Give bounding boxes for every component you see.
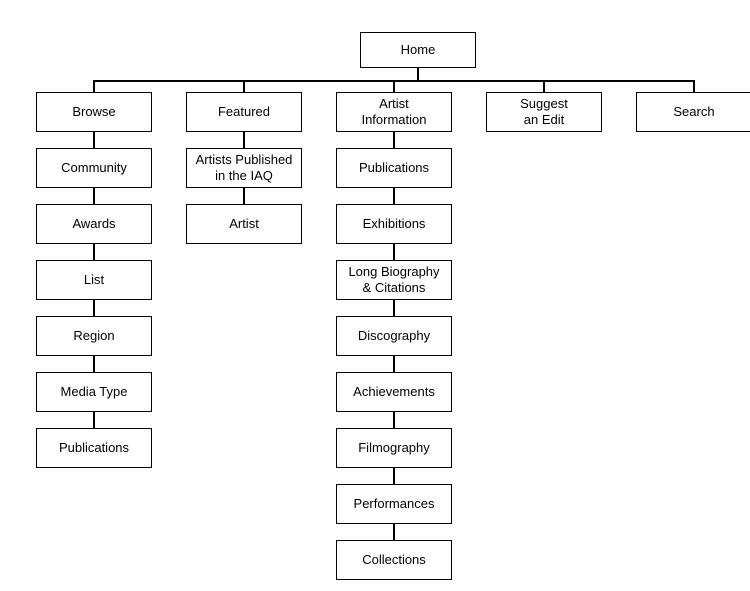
node-label: Exhibitions [363, 216, 426, 232]
connector [393, 244, 395, 260]
node-label: Region [73, 328, 114, 344]
sitemap-diagram: Home Browse Community Awards List Region Media… [0, 0, 750, 591]
node-ai-publications: Publications [336, 148, 452, 188]
node-exhibitions: Exhibitions [336, 204, 452, 244]
connector [93, 244, 95, 260]
connector [243, 80, 245, 92]
node-artist-information: Artist Information [336, 92, 452, 132]
node-artist: Artist [186, 204, 302, 244]
connector [393, 412, 395, 428]
connector [393, 132, 395, 148]
node-label: Home [401, 42, 436, 58]
connector [93, 300, 95, 316]
node-performances: Performances [336, 484, 452, 524]
node-community: Community [36, 148, 152, 188]
connector [93, 412, 95, 428]
node-label: Community [61, 160, 127, 176]
node-browse: Browse [36, 92, 152, 132]
node-label: Featured [218, 104, 270, 120]
connector [393, 524, 395, 540]
node-media-type: Media Type [36, 372, 152, 412]
node-label: Search [673, 104, 714, 120]
node-label: Publications [59, 440, 129, 456]
connector [543, 80, 545, 92]
connector [393, 300, 395, 316]
node-label: Suggest an Edit [520, 96, 568, 129]
node-label: Artist Information [361, 96, 426, 129]
node-filmography: Filmography [336, 428, 452, 468]
node-label: Artists Published in the IAQ [196, 152, 293, 185]
node-achievements: Achievements [336, 372, 452, 412]
node-label: Collections [362, 552, 426, 568]
connector [93, 80, 95, 92]
node-discography: Discography [336, 316, 452, 356]
connector [243, 132, 245, 148]
connector [93, 132, 95, 148]
connector [417, 68, 419, 80]
node-home: Home [360, 32, 476, 68]
node-featured: Featured [186, 92, 302, 132]
node-label: Media Type [61, 384, 128, 400]
node-label: List [84, 272, 104, 288]
node-label: Discography [358, 328, 430, 344]
node-artists-iaq: Artists Published in the IAQ [186, 148, 302, 188]
node-label: Filmography [358, 440, 430, 456]
node-long-bio: Long Biography & Citations [336, 260, 452, 300]
connector [393, 356, 395, 372]
node-list: List [36, 260, 152, 300]
connector [393, 188, 395, 204]
connector [393, 80, 395, 92]
node-publications: Publications [36, 428, 152, 468]
node-awards: Awards [36, 204, 152, 244]
node-region: Region [36, 316, 152, 356]
node-label: Artist [229, 216, 259, 232]
node-label: Publications [359, 160, 429, 176]
connector [693, 80, 695, 92]
node-label: Achievements [353, 384, 435, 400]
node-search: Search [636, 92, 750, 132]
node-label: Browse [72, 104, 115, 120]
connector [393, 468, 395, 484]
node-label: Performances [354, 496, 435, 512]
node-collections: Collections [336, 540, 452, 580]
node-label: Long Biography & Citations [348, 264, 439, 297]
node-suggest-edit: Suggest an Edit [486, 92, 602, 132]
connector [243, 188, 245, 204]
connector [93, 356, 95, 372]
node-label: Awards [72, 216, 115, 232]
connector [93, 188, 95, 204]
